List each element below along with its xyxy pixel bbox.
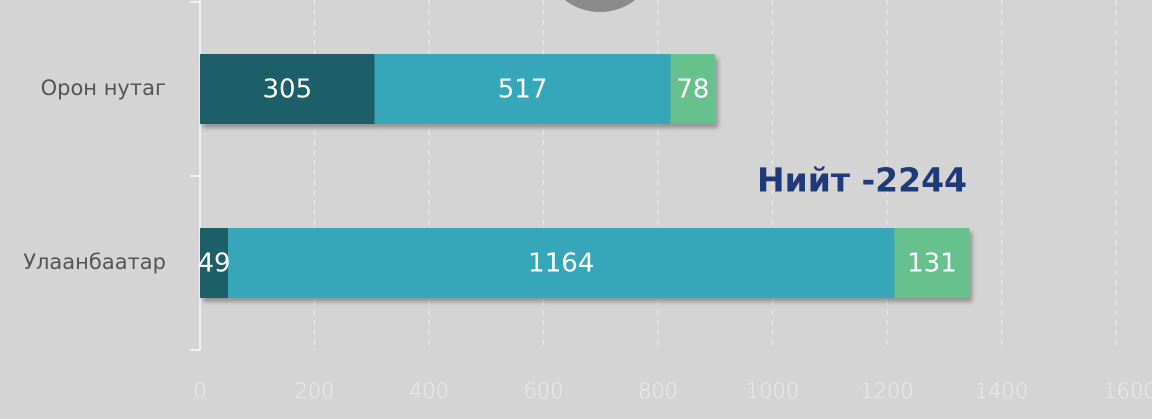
bars: 305 517 78 49 1164 131 bbox=[197, 54, 970, 298]
category-label: Улаанбаатар bbox=[23, 250, 166, 274]
data-label: 1164 bbox=[528, 249, 594, 279]
x-tick-label: 1600 bbox=[1103, 379, 1152, 403]
data-label: 517 bbox=[498, 75, 548, 105]
bar-group bbox=[200, 54, 716, 124]
x-tick-label: 800 bbox=[638, 379, 678, 403]
annotation: Нийт -2244 bbox=[757, 161, 967, 200]
x-tick-label: 0 bbox=[193, 379, 206, 403]
x-tick-label: 1000 bbox=[746, 379, 799, 403]
bar-segment bbox=[200, 54, 375, 124]
x-tick-label: 1400 bbox=[975, 379, 1028, 403]
x-tick-label: 200 bbox=[294, 379, 334, 403]
bar-segment bbox=[374, 54, 671, 124]
data-label: 131 bbox=[907, 249, 957, 279]
bar-segment bbox=[670, 54, 716, 124]
bar-segment bbox=[894, 228, 970, 298]
bar-segment bbox=[200, 228, 229, 298]
x-tick-label: 1200 bbox=[860, 379, 913, 403]
data-label: 49 bbox=[197, 249, 230, 279]
x-tick-label: 400 bbox=[409, 379, 449, 403]
data-label: 305 bbox=[262, 75, 312, 105]
bar-group bbox=[200, 228, 970, 298]
category-label: Орон нутаг bbox=[41, 76, 166, 100]
data-label: 78 bbox=[676, 75, 709, 105]
decoration bbox=[565, 0, 635, 12]
bar-segment bbox=[228, 228, 895, 298]
x-tick-label: 600 bbox=[523, 379, 563, 403]
